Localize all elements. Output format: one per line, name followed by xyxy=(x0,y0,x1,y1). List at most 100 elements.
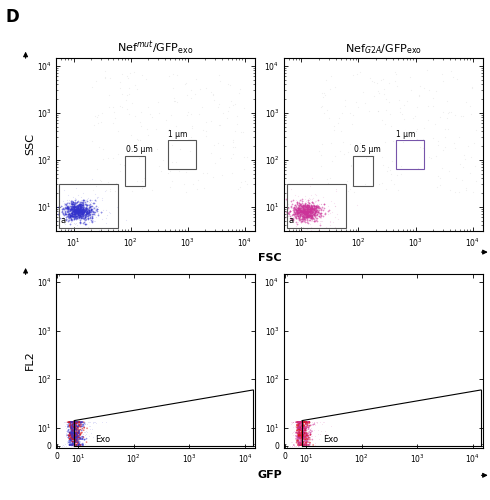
Point xyxy=(67,418,74,426)
Point xyxy=(409,114,416,122)
Point xyxy=(298,441,306,449)
Point xyxy=(406,73,414,81)
Point xyxy=(68,433,75,441)
Point xyxy=(326,436,334,444)
Point xyxy=(63,418,71,426)
Point xyxy=(88,212,96,220)
Point xyxy=(312,191,320,199)
Point xyxy=(303,208,311,216)
Point xyxy=(286,207,294,215)
Point xyxy=(303,202,311,209)
Point xyxy=(73,419,80,427)
Point xyxy=(80,436,88,444)
Point xyxy=(305,202,313,210)
Point xyxy=(81,206,89,214)
Point xyxy=(168,158,175,166)
Point xyxy=(116,102,123,110)
Point xyxy=(292,214,300,222)
Point xyxy=(298,218,306,226)
Point xyxy=(306,208,314,216)
Point xyxy=(68,206,75,214)
Point xyxy=(423,66,431,74)
Point xyxy=(303,212,311,220)
Point xyxy=(79,202,87,210)
Point xyxy=(300,424,308,432)
Point xyxy=(311,202,319,209)
Point xyxy=(74,204,82,212)
Point xyxy=(75,436,83,444)
Point xyxy=(303,207,311,215)
Point xyxy=(288,200,296,208)
Point xyxy=(362,180,369,188)
Point xyxy=(73,209,81,217)
Point xyxy=(305,212,313,220)
Point xyxy=(298,226,306,234)
Point xyxy=(298,212,306,220)
Point xyxy=(76,212,84,220)
Point xyxy=(78,206,86,214)
Point xyxy=(65,440,73,448)
Point xyxy=(308,204,316,212)
Point xyxy=(106,187,114,195)
Point xyxy=(72,418,79,426)
Point xyxy=(63,212,71,220)
Point xyxy=(69,424,76,432)
Point xyxy=(295,208,303,216)
Title: Nef$^{mut}$/GFP$_\mathrm{exo}$: Nef$^{mut}$/GFP$_\mathrm{exo}$ xyxy=(118,39,194,56)
Point xyxy=(74,429,82,437)
Point xyxy=(71,424,79,432)
Point xyxy=(313,208,321,216)
Point xyxy=(98,196,106,204)
Point xyxy=(71,200,79,207)
Point xyxy=(437,113,444,121)
Point xyxy=(468,188,476,196)
Point xyxy=(61,418,69,426)
Point xyxy=(68,428,76,436)
Point xyxy=(296,418,304,426)
Point xyxy=(69,430,76,438)
Point xyxy=(82,210,90,218)
Point xyxy=(75,419,83,427)
Point xyxy=(312,202,320,210)
Point xyxy=(304,200,312,208)
Point xyxy=(74,209,82,217)
Point xyxy=(122,96,130,104)
Point xyxy=(72,418,79,426)
Point xyxy=(308,432,316,440)
Point xyxy=(72,211,79,219)
Point xyxy=(63,431,71,439)
Point xyxy=(72,437,79,445)
Point xyxy=(76,206,84,214)
Point xyxy=(79,196,87,204)
Point xyxy=(427,154,435,162)
Point xyxy=(294,212,301,220)
Point xyxy=(303,218,311,226)
Point xyxy=(299,430,307,438)
Point xyxy=(303,202,311,210)
Point xyxy=(63,202,71,210)
Point xyxy=(70,202,78,210)
Point xyxy=(64,432,72,440)
Point xyxy=(303,418,311,426)
Point xyxy=(87,196,95,204)
Point xyxy=(79,209,87,217)
Point xyxy=(83,204,91,212)
Point xyxy=(79,200,87,208)
Point xyxy=(302,213,310,221)
Point xyxy=(298,428,306,436)
Point xyxy=(81,210,89,218)
Point xyxy=(335,114,343,122)
Point xyxy=(82,430,90,438)
Point xyxy=(294,424,302,432)
Point xyxy=(300,205,308,213)
Point xyxy=(79,434,87,442)
Point xyxy=(69,434,76,442)
Point xyxy=(299,200,307,208)
Point xyxy=(61,210,69,218)
Point xyxy=(138,184,146,192)
Point xyxy=(70,202,78,210)
Point xyxy=(295,434,303,442)
Point xyxy=(305,206,313,214)
Point xyxy=(68,436,76,444)
Point xyxy=(94,203,102,211)
